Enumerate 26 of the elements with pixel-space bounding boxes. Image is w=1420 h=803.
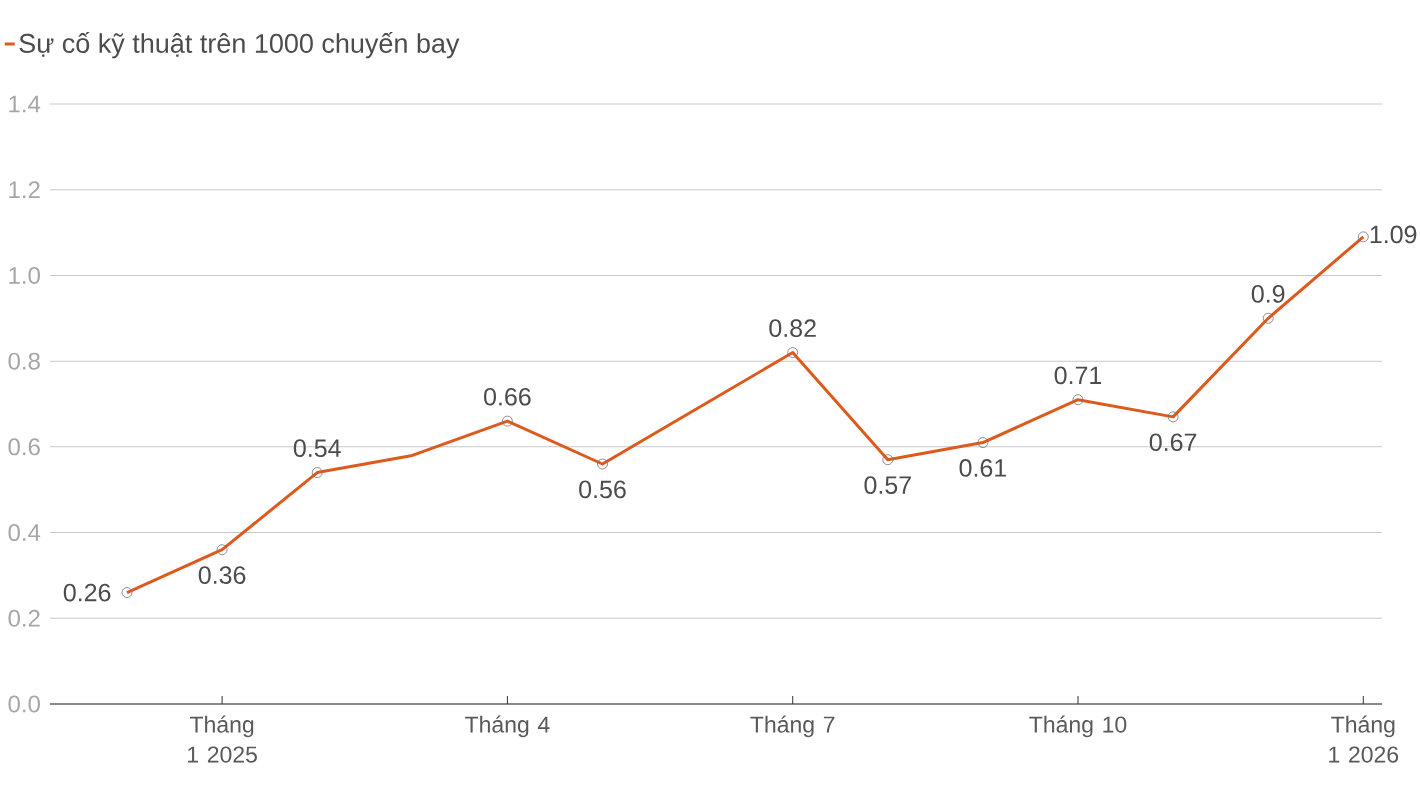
y-tick-label: 0.6	[8, 438, 40, 456]
x-tick-label: Tháng 1 2026	[1329, 715, 1399, 763]
y-tick-label: 1.4	[9, 95, 41, 113]
y-tick-label: 0.4	[8, 524, 41, 542]
y-tick-label: 0.8	[8, 352, 40, 370]
y-tick-label: 1.2	[9, 181, 40, 199]
data-label: 0.56	[579, 480, 626, 499]
x-tick-label: Tháng 10	[1029, 715, 1127, 738]
data-label: 0.82	[769, 319, 816, 338]
x-tick-label: Tháng 7	[750, 715, 835, 738]
data-label: 0.57	[864, 476, 911, 494]
data-label: 1.09	[1370, 225, 1417, 244]
data-label: 0.54	[293, 439, 341, 458]
y-tick-label: 1.0	[9, 266, 40, 284]
data-label: 0.66	[484, 387, 531, 406]
data-label: 0.71	[1054, 366, 1102, 385]
data-label: 0.26	[63, 583, 111, 602]
data-label: 0.9	[1251, 285, 1285, 303]
data-label: 0.67	[1149, 433, 1197, 452]
legend-label: Sự cố kỹ thuật trên 1000 chuyến bay	[19, 31, 460, 59]
x-tick-label: Tháng 4	[465, 715, 550, 738]
y-tick-label: 0.2	[8, 609, 40, 627]
x-tick-label: Tháng 1 2025	[188, 715, 257, 763]
y-tick-label: 0.0	[8, 695, 40, 713]
data-label: 0.36	[198, 566, 246, 584]
data-label: 0.61	[959, 459, 1007, 477]
